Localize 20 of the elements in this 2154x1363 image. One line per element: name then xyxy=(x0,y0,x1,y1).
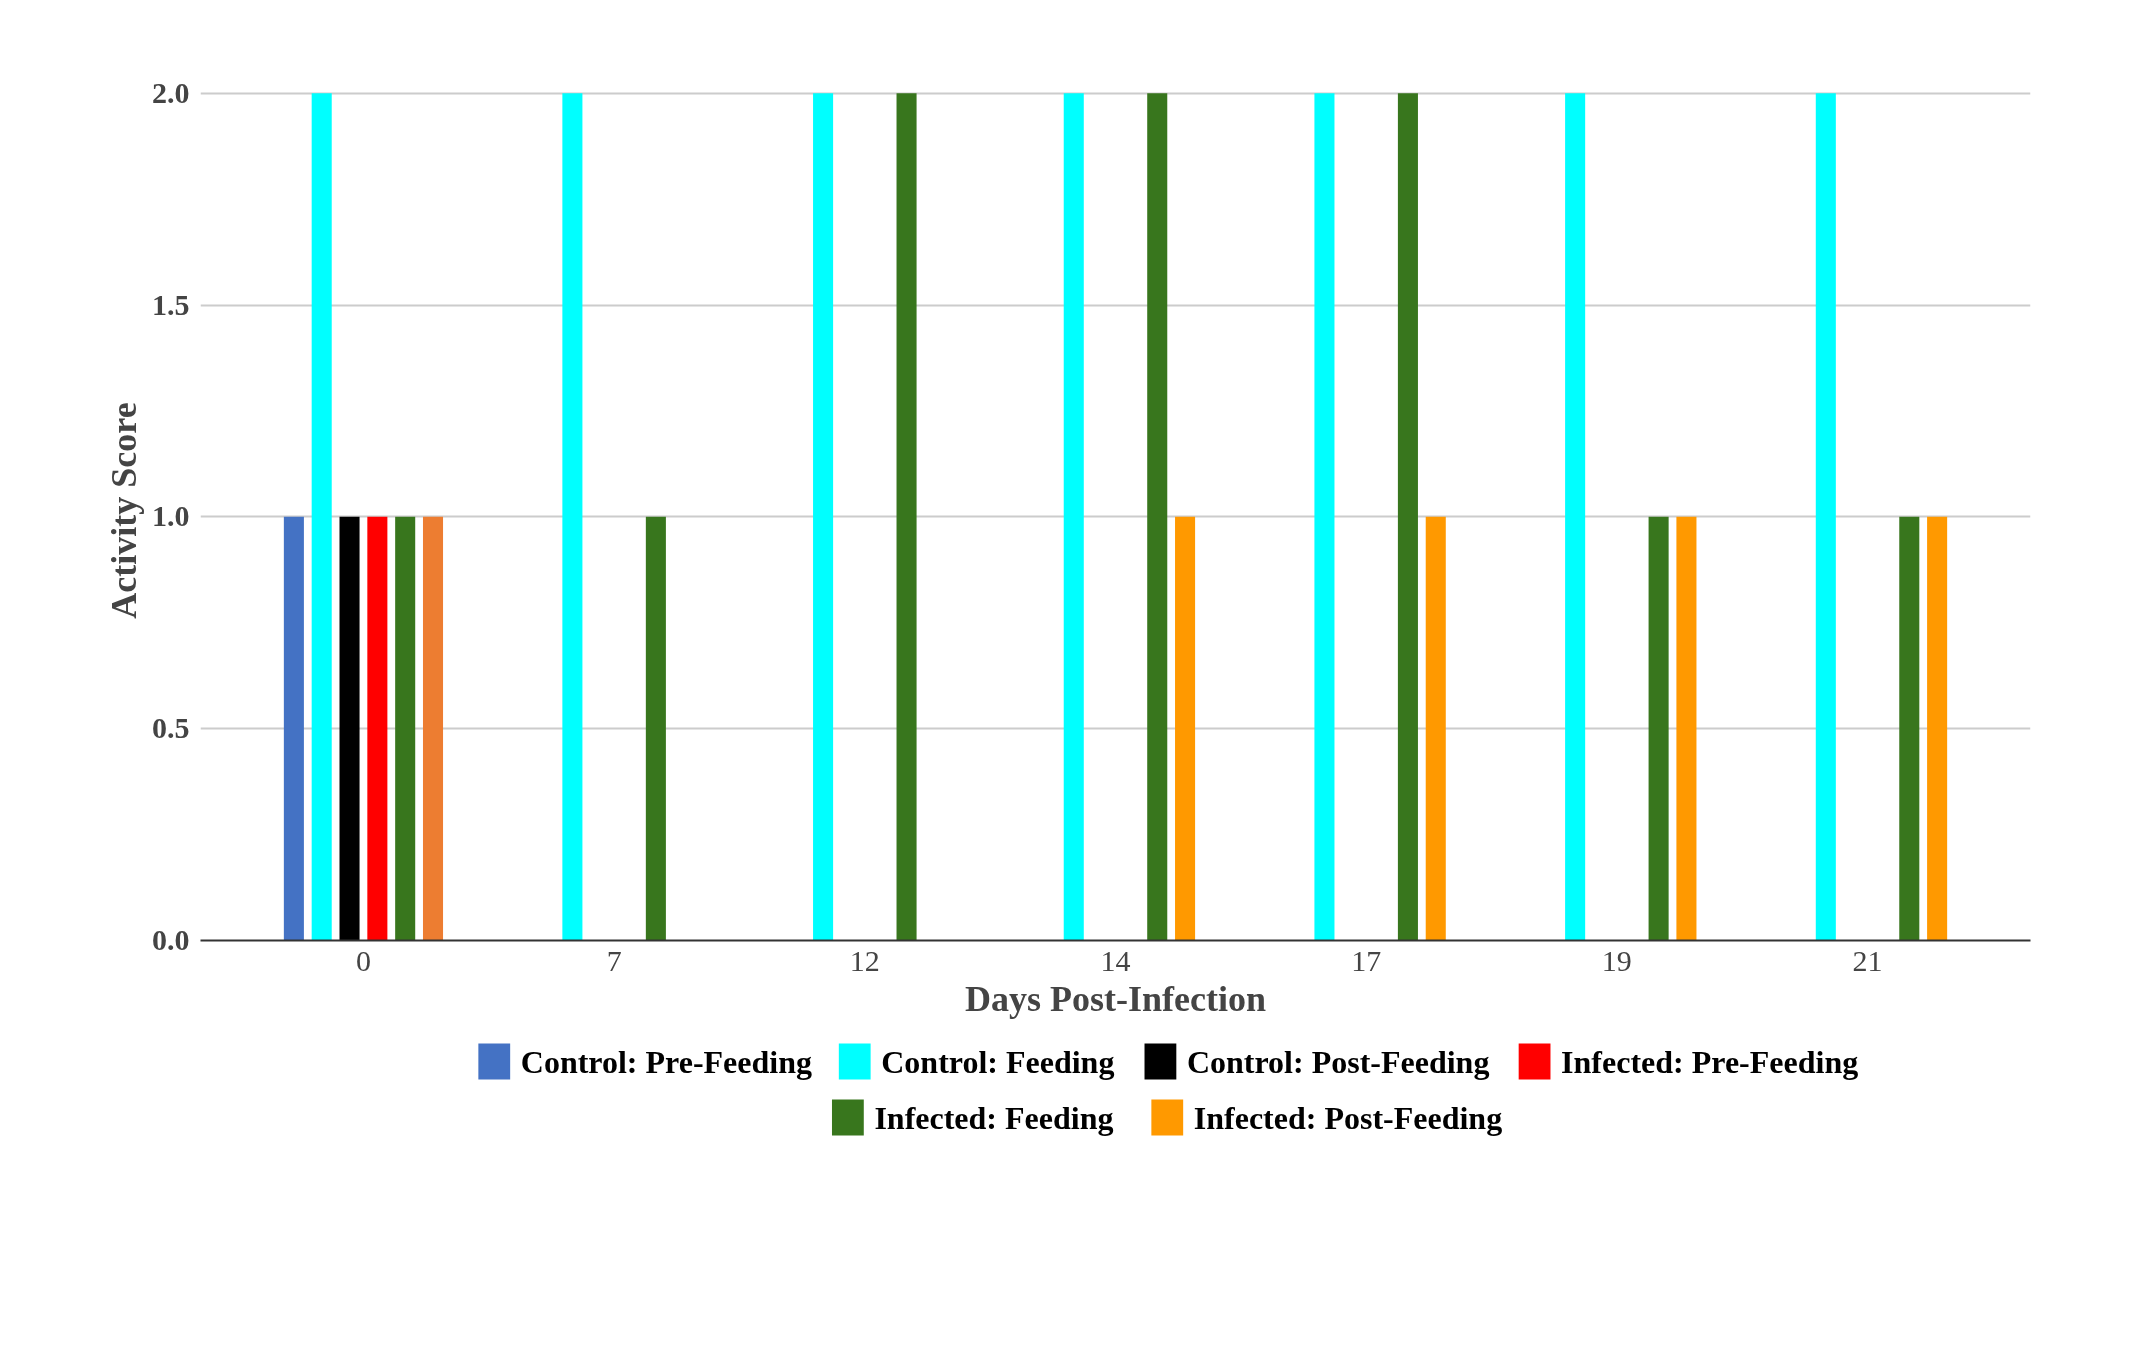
y-tick-label: 0.5 xyxy=(152,711,190,745)
y-tick-label: 0.0 xyxy=(152,923,190,956)
legend-label: Infected: Feeding xyxy=(874,1099,1114,1136)
x-tick-label: 12 xyxy=(849,943,880,977)
x-axis-title: Days Post-Infection xyxy=(965,978,1266,1019)
x-tick-label: 21 xyxy=(1852,943,1883,977)
y-axis-title: Activity Score xyxy=(104,402,144,619)
y-tick-label: 1.5 xyxy=(152,287,190,321)
legend-label: Control: Post-Feeding xyxy=(1186,1043,1490,1080)
x-tick-label: 7 xyxy=(606,943,622,977)
legend-label: Control: Pre-Feeding xyxy=(520,1043,812,1080)
legend-label: Infected: Pre-Feeding xyxy=(1561,1043,1859,1080)
x-tick-label: 0 xyxy=(355,943,371,977)
x-tick-label: 14 xyxy=(1100,943,1131,977)
y-tick-label: 1.0 xyxy=(152,499,190,533)
legend-label: Infected: Post-Feeding xyxy=(1193,1099,1503,1136)
legend-label: Control: Feeding xyxy=(881,1043,1115,1080)
y-tick-label: 2.0 xyxy=(152,75,190,109)
x-tick-label: 17 xyxy=(1351,943,1382,977)
x-tick-label: 19 xyxy=(1601,943,1632,977)
